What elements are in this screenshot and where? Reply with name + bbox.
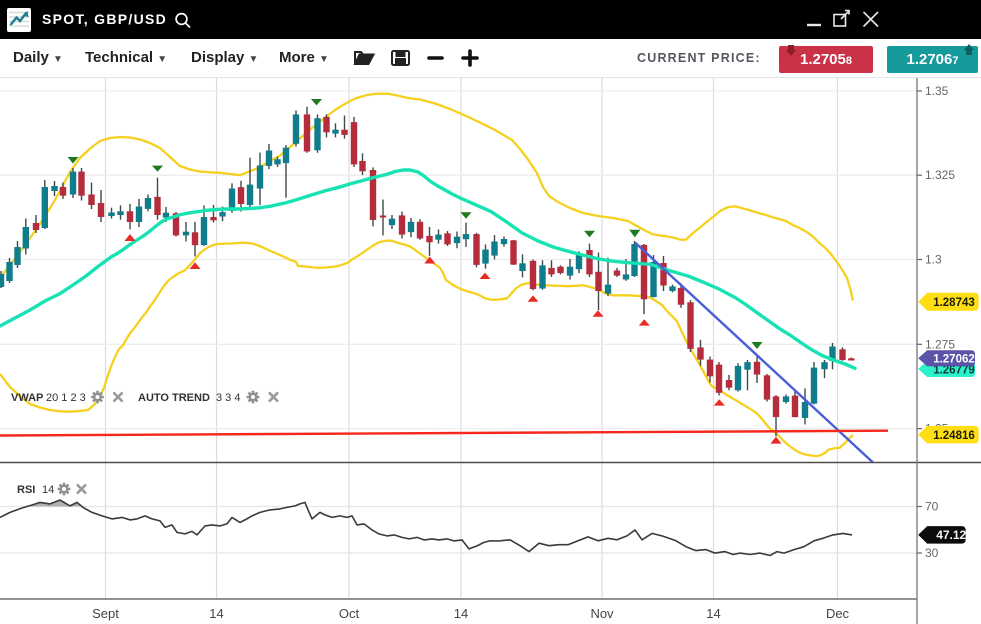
svg-text:VWAP: VWAP bbox=[11, 392, 43, 404]
svg-text:Oct: Oct bbox=[339, 606, 360, 621]
svg-text:1.24816: 1.24816 bbox=[933, 430, 975, 442]
svg-text:AUTO TREND: AUTO TREND bbox=[138, 392, 210, 404]
svg-text:Dec: Dec bbox=[826, 606, 850, 621]
svg-text:1.28743: 1.28743 bbox=[933, 297, 975, 309]
svg-text:1.26779: 1.26779 bbox=[933, 364, 975, 376]
svg-text:1.325: 1.325 bbox=[925, 168, 955, 182]
svg-text:70: 70 bbox=[925, 500, 939, 514]
svg-text:30: 30 bbox=[925, 546, 939, 560]
svg-text:14: 14 bbox=[454, 606, 468, 621]
svg-text:Sept: Sept bbox=[92, 606, 119, 621]
svg-text:14: 14 bbox=[209, 606, 223, 621]
svg-text:RSI: RSI bbox=[17, 484, 35, 496]
svg-text:1.275: 1.275 bbox=[925, 337, 955, 351]
svg-text:47.12: 47.12 bbox=[936, 528, 966, 542]
svg-text:Nov: Nov bbox=[590, 606, 614, 621]
svg-text:1.27062: 1.27062 bbox=[933, 354, 975, 366]
svg-text:1.3: 1.3 bbox=[925, 253, 942, 267]
svg-text:1.35: 1.35 bbox=[925, 84, 949, 98]
svg-text:14: 14 bbox=[706, 606, 720, 621]
svg-text:3 3 4: 3 3 4 bbox=[216, 392, 240, 404]
svg-text:20 1 2 3: 20 1 2 3 bbox=[46, 392, 86, 404]
svg-text:14: 14 bbox=[42, 484, 54, 496]
